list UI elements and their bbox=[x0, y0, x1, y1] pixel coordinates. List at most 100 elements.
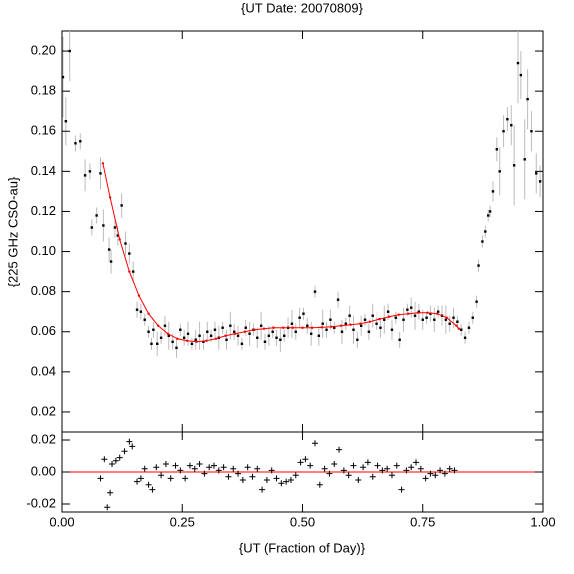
residual-point bbox=[249, 473, 256, 480]
data-point bbox=[348, 314, 351, 317]
fit-point bbox=[195, 340, 198, 343]
residual-point bbox=[446, 465, 453, 472]
fit-point bbox=[243, 330, 246, 333]
residual-point bbox=[379, 467, 386, 474]
fit-point bbox=[339, 324, 343, 327]
residual-point bbox=[336, 446, 343, 453]
y-tick-label: -0.02 bbox=[26, 495, 56, 510]
y-tick-label: 0.02 bbox=[31, 403, 56, 418]
fit-point bbox=[368, 320, 372, 323]
residual-point bbox=[263, 477, 270, 483]
fit-point bbox=[397, 313, 400, 316]
data-point bbox=[535, 172, 538, 175]
data-point bbox=[329, 318, 332, 321]
data-point bbox=[167, 334, 170, 337]
data-point bbox=[394, 316, 398, 319]
residual-point bbox=[340, 467, 347, 474]
x-tick-label: 0.25 bbox=[170, 514, 195, 529]
residual-point bbox=[292, 472, 299, 479]
y-tick-label: 0.02 bbox=[31, 431, 56, 446]
data-point bbox=[475, 300, 478, 303]
data-point bbox=[530, 130, 533, 133]
residual-point bbox=[201, 470, 208, 477]
fit-point bbox=[301, 326, 304, 329]
y-tick-label: 0.16 bbox=[31, 123, 56, 138]
residual-point bbox=[437, 467, 444, 474]
residual-point bbox=[451, 467, 458, 474]
main-panel-frame bbox=[61, 30, 544, 433]
residual-point bbox=[398, 486, 405, 493]
data-point bbox=[336, 298, 340, 301]
data-point bbox=[519, 73, 523, 77]
data-point bbox=[263, 340, 267, 343]
residual-point bbox=[244, 464, 251, 471]
residual-point bbox=[126, 438, 133, 445]
x-tick-label: 0.00 bbox=[49, 514, 74, 529]
residual-point bbox=[297, 459, 304, 466]
residual-point bbox=[384, 465, 391, 472]
residual-point bbox=[316, 481, 323, 488]
residual-point bbox=[259, 486, 266, 493]
data-point bbox=[236, 334, 240, 337]
fit-point bbox=[224, 334, 227, 337]
data-point bbox=[143, 318, 146, 321]
y-tick-label: 0.10 bbox=[31, 243, 56, 258]
residual-point bbox=[210, 462, 217, 469]
fit-curve bbox=[102, 163, 460, 343]
y-tick-label: 0.08 bbox=[31, 283, 56, 298]
residual-point bbox=[312, 440, 319, 447]
data-point bbox=[352, 328, 355, 331]
residual-point bbox=[129, 443, 136, 450]
data-point bbox=[128, 252, 131, 255]
data-point bbox=[317, 334, 321, 337]
residual-point bbox=[191, 465, 198, 472]
data-point bbox=[344, 322, 347, 325]
residual-point bbox=[278, 480, 285, 487]
data-point bbox=[152, 328, 155, 331]
fit-point bbox=[128, 270, 131, 273]
fit-point bbox=[291, 326, 295, 329]
fit-point bbox=[416, 311, 420, 314]
residual-point bbox=[374, 462, 381, 469]
data-point bbox=[538, 180, 542, 183]
data-point bbox=[113, 226, 117, 229]
fit-point bbox=[330, 325, 333, 328]
data-point bbox=[79, 140, 82, 143]
residual-point bbox=[393, 462, 400, 469]
data-point bbox=[452, 316, 455, 319]
chart-title: {UT Date: 20070809} bbox=[241, 0, 364, 15]
residual-point bbox=[307, 462, 314, 469]
data-point bbox=[159, 336, 163, 339]
data-point bbox=[147, 330, 150, 333]
y-tick-label: 0.12 bbox=[31, 203, 56, 218]
data-point bbox=[471, 316, 474, 319]
data-point bbox=[283, 334, 286, 337]
data-point bbox=[213, 328, 217, 331]
residual-point bbox=[141, 465, 148, 472]
data-point bbox=[306, 324, 309, 327]
data-point bbox=[506, 118, 509, 121]
data-point bbox=[279, 338, 282, 341]
x-axis-label: {UT (Fraction of Day)} bbox=[239, 540, 366, 555]
data-point bbox=[436, 310, 440, 313]
residual-point bbox=[167, 475, 174, 482]
residual-point bbox=[331, 461, 338, 467]
data-point bbox=[175, 346, 178, 349]
residual-point bbox=[134, 478, 141, 485]
data-point bbox=[179, 328, 182, 331]
data-point bbox=[379, 326, 382, 329]
fit-point bbox=[349, 323, 352, 326]
residual-point bbox=[413, 459, 420, 466]
residual-point bbox=[326, 470, 333, 477]
data-point bbox=[64, 120, 68, 123]
data-point bbox=[61, 75, 65, 79]
residual-point bbox=[121, 448, 128, 455]
residual-point bbox=[116, 454, 123, 461]
data-point bbox=[502, 130, 505, 133]
residual-point bbox=[145, 481, 152, 488]
data-point bbox=[510, 124, 513, 127]
data-point bbox=[271, 330, 274, 333]
data-point bbox=[259, 324, 263, 327]
fit-point bbox=[457, 327, 461, 330]
data-point bbox=[190, 342, 194, 345]
